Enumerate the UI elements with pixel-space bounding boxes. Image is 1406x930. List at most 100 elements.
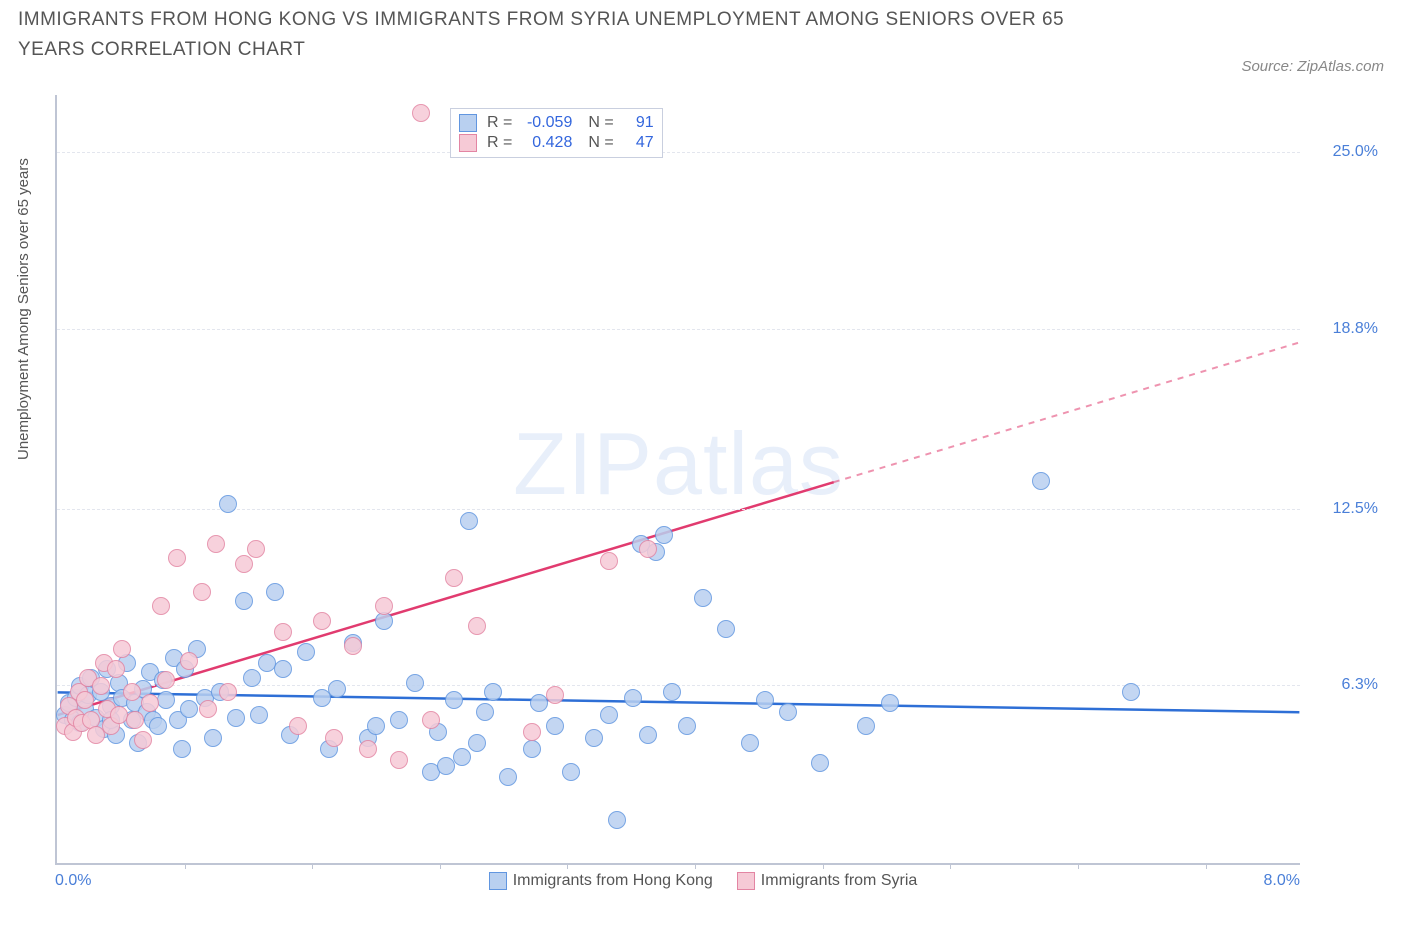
scatter-point [422, 711, 440, 729]
scatter-point [678, 717, 696, 735]
scatter-point [359, 740, 377, 758]
scatter-point [207, 535, 225, 553]
scatter-point [152, 597, 170, 615]
scatter-point [219, 683, 237, 701]
legend-swatch [459, 114, 477, 132]
scatter-point [297, 643, 315, 661]
scatter-point [585, 729, 603, 747]
y-tick-label: 6.3% [1313, 676, 1378, 694]
scatter-point [881, 694, 899, 712]
scatter-point [141, 694, 159, 712]
legend-stats-row: R =0.428N =47 [459, 133, 654, 153]
scatter-point [445, 569, 463, 587]
x-tick-mark [1206, 863, 1207, 869]
legend-stat-n-label: N = [588, 134, 613, 152]
legend-swatch [459, 134, 477, 152]
scatter-point [180, 700, 198, 718]
scatter-point [193, 583, 211, 601]
scatter-point [107, 660, 125, 678]
x-tick-mark [950, 863, 951, 869]
scatter-point [412, 104, 430, 122]
scatter-point [717, 620, 735, 638]
scatter-point [227, 709, 245, 727]
scatter-point [113, 640, 131, 658]
scatter-point [608, 811, 626, 829]
gridline [57, 329, 1300, 330]
scatter-point [325, 729, 343, 747]
x-tick-mark [185, 863, 186, 869]
scatter-plot-area: ZIPatlas 6.3%12.5%18.8%25.0% [55, 95, 1300, 865]
legend-stat-r-value: -0.059 [522, 114, 572, 132]
scatter-point [857, 717, 875, 735]
scatter-point [1032, 472, 1050, 490]
scatter-point [694, 589, 712, 607]
legend-label: Immigrants from Syria [761, 872, 917, 890]
scatter-point [523, 740, 541, 758]
scatter-point [600, 552, 618, 570]
x-tick-mark [1078, 863, 1079, 869]
scatter-point [274, 623, 292, 641]
scatter-point [460, 512, 478, 530]
x-tick-mark [823, 863, 824, 869]
chart-title: IMMIGRANTS FROM HONG KONG VS IMMIGRANTS … [18, 5, 1118, 66]
scatter-point [1122, 683, 1140, 701]
y-axis-label: Unemployment Among Seniors over 65 years [15, 158, 32, 460]
scatter-point [453, 748, 471, 766]
y-tick-label: 25.0% [1313, 143, 1378, 161]
scatter-point [219, 495, 237, 513]
scatter-point [468, 734, 486, 752]
scatter-point [289, 717, 307, 735]
scatter-point [173, 740, 191, 758]
x-tick-mark [567, 863, 568, 869]
scatter-point [328, 680, 346, 698]
scatter-point [313, 612, 331, 630]
legend-swatch [737, 872, 755, 890]
scatter-point [126, 711, 144, 729]
scatter-point [484, 683, 502, 701]
scatter-point [811, 754, 829, 772]
y-tick-label: 12.5% [1313, 500, 1378, 518]
legend-item: Immigrants from Syria [737, 872, 917, 890]
scatter-point [663, 683, 681, 701]
scatter-point [655, 526, 673, 544]
scatter-point [274, 660, 292, 678]
scatter-point [523, 723, 541, 741]
scatter-point [247, 540, 265, 558]
legend-stat-n-label: N = [588, 114, 613, 132]
gridline [57, 152, 1300, 153]
scatter-point [180, 652, 198, 670]
scatter-point [243, 669, 261, 687]
scatter-point [266, 583, 284, 601]
scatter-point [76, 691, 94, 709]
scatter-point [168, 549, 186, 567]
scatter-point [123, 683, 141, 701]
scatter-point [367, 717, 385, 735]
scatter-point [741, 734, 759, 752]
y-tick-label: 18.8% [1313, 320, 1378, 338]
scatter-point [157, 671, 175, 689]
scatter-point [779, 703, 797, 721]
scatter-point [390, 711, 408, 729]
scatter-point [149, 717, 167, 735]
trend-line-dashed [834, 342, 1300, 482]
legend-stat-r-value: 0.428 [522, 134, 572, 152]
scatter-point [157, 691, 175, 709]
scatter-point [476, 703, 494, 721]
legend-label: Immigrants from Hong Kong [513, 872, 713, 890]
scatter-point [406, 674, 424, 692]
scatter-point [624, 689, 642, 707]
scatter-point [499, 768, 517, 786]
scatter-point [445, 691, 463, 709]
scatter-point [204, 729, 222, 747]
legend-item: Immigrants from Hong Kong [489, 872, 713, 890]
scatter-point [375, 597, 393, 615]
legend-stats-box: R =-0.059N =91R =0.428N =47 [450, 108, 663, 158]
scatter-point [546, 686, 564, 704]
legend-swatch [489, 872, 507, 890]
x-tick-mark [695, 863, 696, 869]
gridline [57, 509, 1300, 510]
scatter-point [562, 763, 580, 781]
scatter-point [639, 726, 657, 744]
scatter-point [235, 592, 253, 610]
bottom-legend: Immigrants from Hong Kong Immigrants from… [0, 872, 1406, 895]
